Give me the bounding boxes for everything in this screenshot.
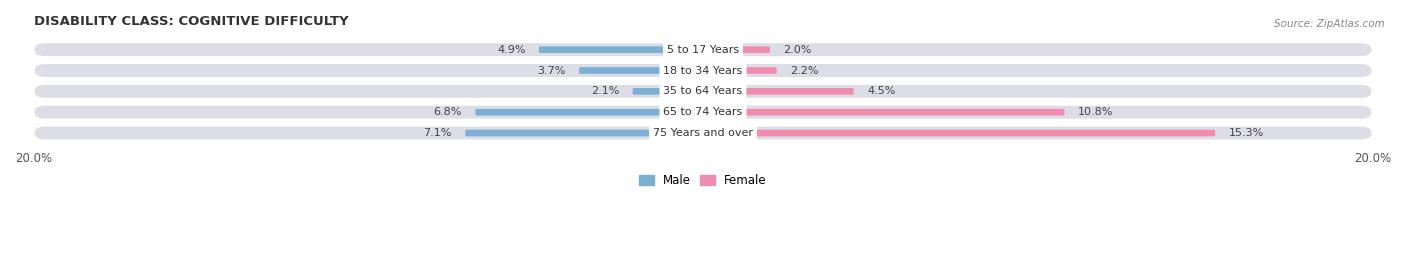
Text: 4.9%: 4.9%: [498, 45, 526, 55]
FancyBboxPatch shape: [34, 105, 1372, 120]
FancyBboxPatch shape: [703, 109, 1064, 116]
FancyBboxPatch shape: [633, 88, 703, 95]
Text: 15.3%: 15.3%: [1229, 128, 1264, 138]
Text: 4.5%: 4.5%: [868, 86, 896, 96]
Text: Source: ZipAtlas.com: Source: ZipAtlas.com: [1274, 19, 1385, 29]
Text: 2.2%: 2.2%: [790, 66, 818, 76]
FancyBboxPatch shape: [465, 130, 703, 136]
FancyBboxPatch shape: [703, 46, 770, 53]
Text: 18 to 34 Years: 18 to 34 Years: [664, 66, 742, 76]
FancyBboxPatch shape: [475, 109, 703, 116]
FancyBboxPatch shape: [34, 63, 1372, 78]
Text: DISABILITY CLASS: COGNITIVE DIFFICULTY: DISABILITY CLASS: COGNITIVE DIFFICULTY: [34, 15, 349, 28]
FancyBboxPatch shape: [703, 88, 853, 95]
FancyBboxPatch shape: [34, 84, 1372, 99]
FancyBboxPatch shape: [34, 42, 1372, 57]
Text: 2.0%: 2.0%: [783, 45, 811, 55]
Text: 10.8%: 10.8%: [1078, 107, 1114, 117]
FancyBboxPatch shape: [703, 67, 776, 74]
Text: 35 to 64 Years: 35 to 64 Years: [664, 86, 742, 96]
Text: 75 Years and over: 75 Years and over: [652, 128, 754, 138]
FancyBboxPatch shape: [538, 46, 703, 53]
Text: 65 to 74 Years: 65 to 74 Years: [664, 107, 742, 117]
Text: 3.7%: 3.7%: [537, 66, 565, 76]
FancyBboxPatch shape: [579, 67, 703, 74]
Legend: Male, Female: Male, Female: [640, 174, 766, 187]
FancyBboxPatch shape: [34, 126, 1372, 141]
Text: 5 to 17 Years: 5 to 17 Years: [666, 45, 740, 55]
FancyBboxPatch shape: [703, 130, 1215, 136]
Text: 7.1%: 7.1%: [423, 128, 451, 138]
Text: 2.1%: 2.1%: [591, 86, 619, 96]
Text: 6.8%: 6.8%: [433, 107, 463, 117]
